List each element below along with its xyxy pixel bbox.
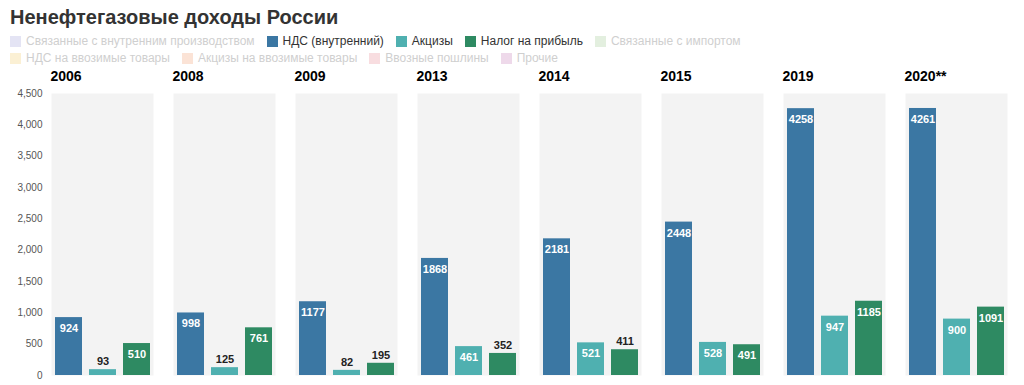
svg-text:2008: 2008	[173, 68, 204, 84]
svg-text:2181: 2181	[545, 243, 569, 255]
svg-text:125: 125	[216, 353, 234, 365]
svg-text:2015: 2015	[661, 68, 692, 84]
html-text:Налог на прибыль: Налог на прибыль	[480, 34, 583, 48]
svg-text:1185: 1185	[857, 306, 881, 318]
svg-text:521: 521	[582, 347, 600, 359]
html-text:Ввозные пошлины: Ввозные пошлины	[385, 51, 489, 65]
svg-text:4,000: 4,000	[17, 119, 42, 130]
svg-text:1868: 1868	[423, 263, 447, 275]
svg-text:4258: 4258	[789, 113, 813, 125]
svg-text:998: 998	[182, 317, 200, 329]
svg-text:947: 947	[826, 321, 844, 333]
html-text:Связанные с импортом: Связанные с импортом	[611, 34, 741, 48]
svg-text:1,000: 1,000	[17, 307, 42, 318]
svg-text:491: 491	[738, 349, 756, 361]
svg-text:2,500: 2,500	[17, 213, 42, 224]
svg-text:2006: 2006	[51, 68, 82, 84]
svg-text:2448: 2448	[667, 227, 691, 239]
svg-text:500: 500	[26, 338, 43, 349]
svg-text:528: 528	[704, 347, 722, 359]
svg-text:900: 900	[948, 324, 966, 336]
svg-text:2019: 2019	[783, 68, 814, 84]
html-text:НДС (внутренний): НДС (внутренний)	[282, 34, 384, 48]
html-text:Ненефтегазовые доходы России: Ненефтегазовые доходы России	[10, 6, 339, 28]
svg-text:2020**: 2020**	[905, 68, 948, 84]
svg-text:0: 0	[37, 370, 43, 381]
svg-text:1,500: 1,500	[17, 276, 42, 287]
svg-text:4,500: 4,500	[17, 88, 42, 99]
svg-text:2014: 2014	[539, 68, 570, 84]
svg-text:93: 93	[97, 355, 109, 367]
svg-text:924: 924	[60, 322, 79, 334]
svg-text:761: 761	[250, 332, 268, 344]
svg-text:3,500: 3,500	[17, 150, 42, 161]
svg-text:510: 510	[128, 348, 146, 360]
svg-text:461: 461	[460, 351, 478, 363]
svg-text:3,000: 3,000	[17, 182, 42, 193]
svg-text:411: 411	[616, 335, 634, 347]
svg-text:2,000: 2,000	[17, 244, 42, 255]
html-text:Прочие: Прочие	[516, 51, 558, 65]
svg-text:1177: 1177	[301, 306, 325, 318]
svg-text:352: 352	[494, 339, 512, 351]
svg-text:1091: 1091	[979, 312, 1003, 324]
svg-text:4261: 4261	[911, 113, 935, 125]
html-text:Акцизы: Акцизы	[411, 34, 453, 48]
html-text:Акцизы на ввозимые товары: Акцизы на ввозимые товары	[197, 51, 358, 65]
html-text:НДС на ввозимые товары: НДС на ввозимые товары	[26, 51, 170, 65]
svg-text:2013: 2013	[417, 68, 448, 84]
svg-text:195: 195	[372, 349, 390, 361]
html-text:Связанные с внутренним произво: Связанные с внутренним производством	[26, 34, 255, 48]
svg-text:2009: 2009	[295, 68, 326, 84]
svg-text:82: 82	[341, 356, 353, 368]
